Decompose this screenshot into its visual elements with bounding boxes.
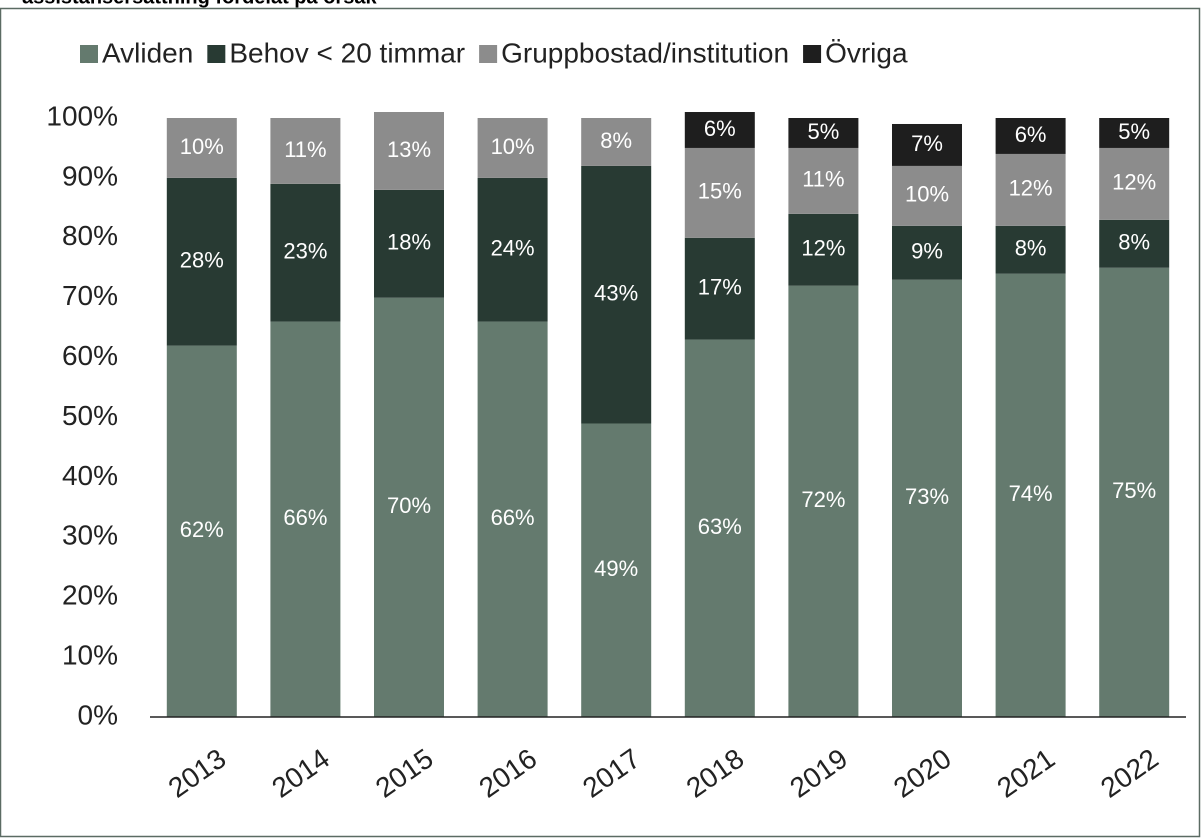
data-label: 43% xyxy=(594,281,638,306)
data-label: 24% xyxy=(491,236,535,261)
data-label: 49% xyxy=(594,556,638,581)
legend-label: Avliden xyxy=(102,37,193,68)
bar-segment xyxy=(892,165,962,226)
bar-segment xyxy=(1099,267,1170,717)
data-label: 10% xyxy=(491,134,535,159)
bar-segment xyxy=(1099,118,1170,148)
y-tick-label: 10% xyxy=(62,639,118,670)
legend-label: Övriga xyxy=(825,37,908,68)
legend-swatch xyxy=(803,45,822,63)
legend-label: Gruppbostad/institution xyxy=(501,37,789,68)
bar-segment xyxy=(684,112,755,148)
data-label: 6% xyxy=(704,116,736,141)
bar-segment xyxy=(581,423,652,717)
bar-segment xyxy=(892,225,962,280)
bar-segment xyxy=(684,147,755,238)
bar-segment xyxy=(892,279,962,717)
bar-segment xyxy=(581,118,652,166)
data-label: 8% xyxy=(1118,230,1150,255)
bar-segment xyxy=(788,118,859,148)
bar-segment xyxy=(995,225,1066,274)
bar-segment xyxy=(166,118,237,178)
legend-swatch xyxy=(207,45,226,63)
bar-segment xyxy=(477,118,548,178)
data-label: 23% xyxy=(283,239,327,264)
y-tick-label: 70% xyxy=(62,280,118,311)
bar-segment xyxy=(788,147,859,214)
bar-segment xyxy=(374,297,444,717)
bar-segment xyxy=(1099,147,1170,220)
bar-segment xyxy=(270,321,341,717)
data-label: 75% xyxy=(1112,478,1156,503)
data-label: 7% xyxy=(911,131,943,156)
bar-segment xyxy=(374,112,444,190)
data-label: 12% xyxy=(1112,170,1156,195)
data-label: 8% xyxy=(1015,236,1047,261)
data-label: 66% xyxy=(283,505,327,530)
y-tick-label: 60% xyxy=(62,340,118,371)
data-label: 9% xyxy=(911,239,943,264)
legend-swatch xyxy=(80,45,98,63)
bar-segment xyxy=(166,345,237,717)
data-label: 12% xyxy=(801,236,845,261)
bar-segment xyxy=(684,237,755,340)
data-label: 11% xyxy=(802,167,844,192)
data-label: 5% xyxy=(808,119,840,144)
legend: Avliden Behov < 20 timmar Gruppbostad/inst… xyxy=(80,37,908,68)
bar-segment xyxy=(1099,219,1170,268)
bar-segment xyxy=(477,321,548,717)
y-tick-label: 30% xyxy=(62,520,118,551)
data-label: 6% xyxy=(1015,122,1047,147)
y-tick-label: 100% xyxy=(46,100,118,131)
data-label: 12% xyxy=(1009,176,1053,201)
data-label: 10% xyxy=(905,182,949,207)
y-tick-label: 20% xyxy=(62,580,118,611)
bar-segment xyxy=(995,153,1066,226)
data-label: 72% xyxy=(801,487,845,512)
y-tick-label: 40% xyxy=(62,460,118,491)
bar-segment xyxy=(995,118,1066,154)
legend-label: Behov < 20 timmar xyxy=(229,37,465,68)
data-label: 63% xyxy=(698,514,742,539)
y-tick-label: 90% xyxy=(62,160,118,191)
data-label: 70% xyxy=(387,493,431,518)
data-label: 18% xyxy=(387,230,431,255)
y-tick-label: 80% xyxy=(62,220,118,251)
chart-title: assistansersättning fördelat på orsak xyxy=(22,0,377,8)
bar-segment xyxy=(374,189,444,298)
bar-segment xyxy=(270,118,341,184)
bar-segment xyxy=(788,213,859,286)
data-label: 15% xyxy=(698,179,742,204)
data-label: 66% xyxy=(491,505,535,530)
bar-segment xyxy=(995,273,1066,717)
bar-segment xyxy=(581,165,652,424)
data-label: 13% xyxy=(387,137,431,162)
data-label: 62% xyxy=(180,517,224,542)
bar-segment xyxy=(477,177,548,322)
data-label: 8% xyxy=(600,128,632,153)
y-tick-label: 0% xyxy=(78,699,118,730)
data-label: 10% xyxy=(180,134,224,159)
bar-segment xyxy=(892,123,962,166)
data-label: 73% xyxy=(905,484,949,509)
data-label: 74% xyxy=(1009,481,1053,506)
y-tick-label: 50% xyxy=(62,400,118,431)
data-label: 5% xyxy=(1118,119,1150,144)
data-label: 28% xyxy=(180,248,224,273)
legend-swatch xyxy=(479,45,498,63)
bar-segment xyxy=(684,339,755,717)
bar-segment xyxy=(270,183,341,322)
bar-segment xyxy=(788,285,859,717)
bar-segment xyxy=(166,177,237,346)
data-label: 11% xyxy=(284,137,326,162)
data-label: 17% xyxy=(698,275,742,300)
